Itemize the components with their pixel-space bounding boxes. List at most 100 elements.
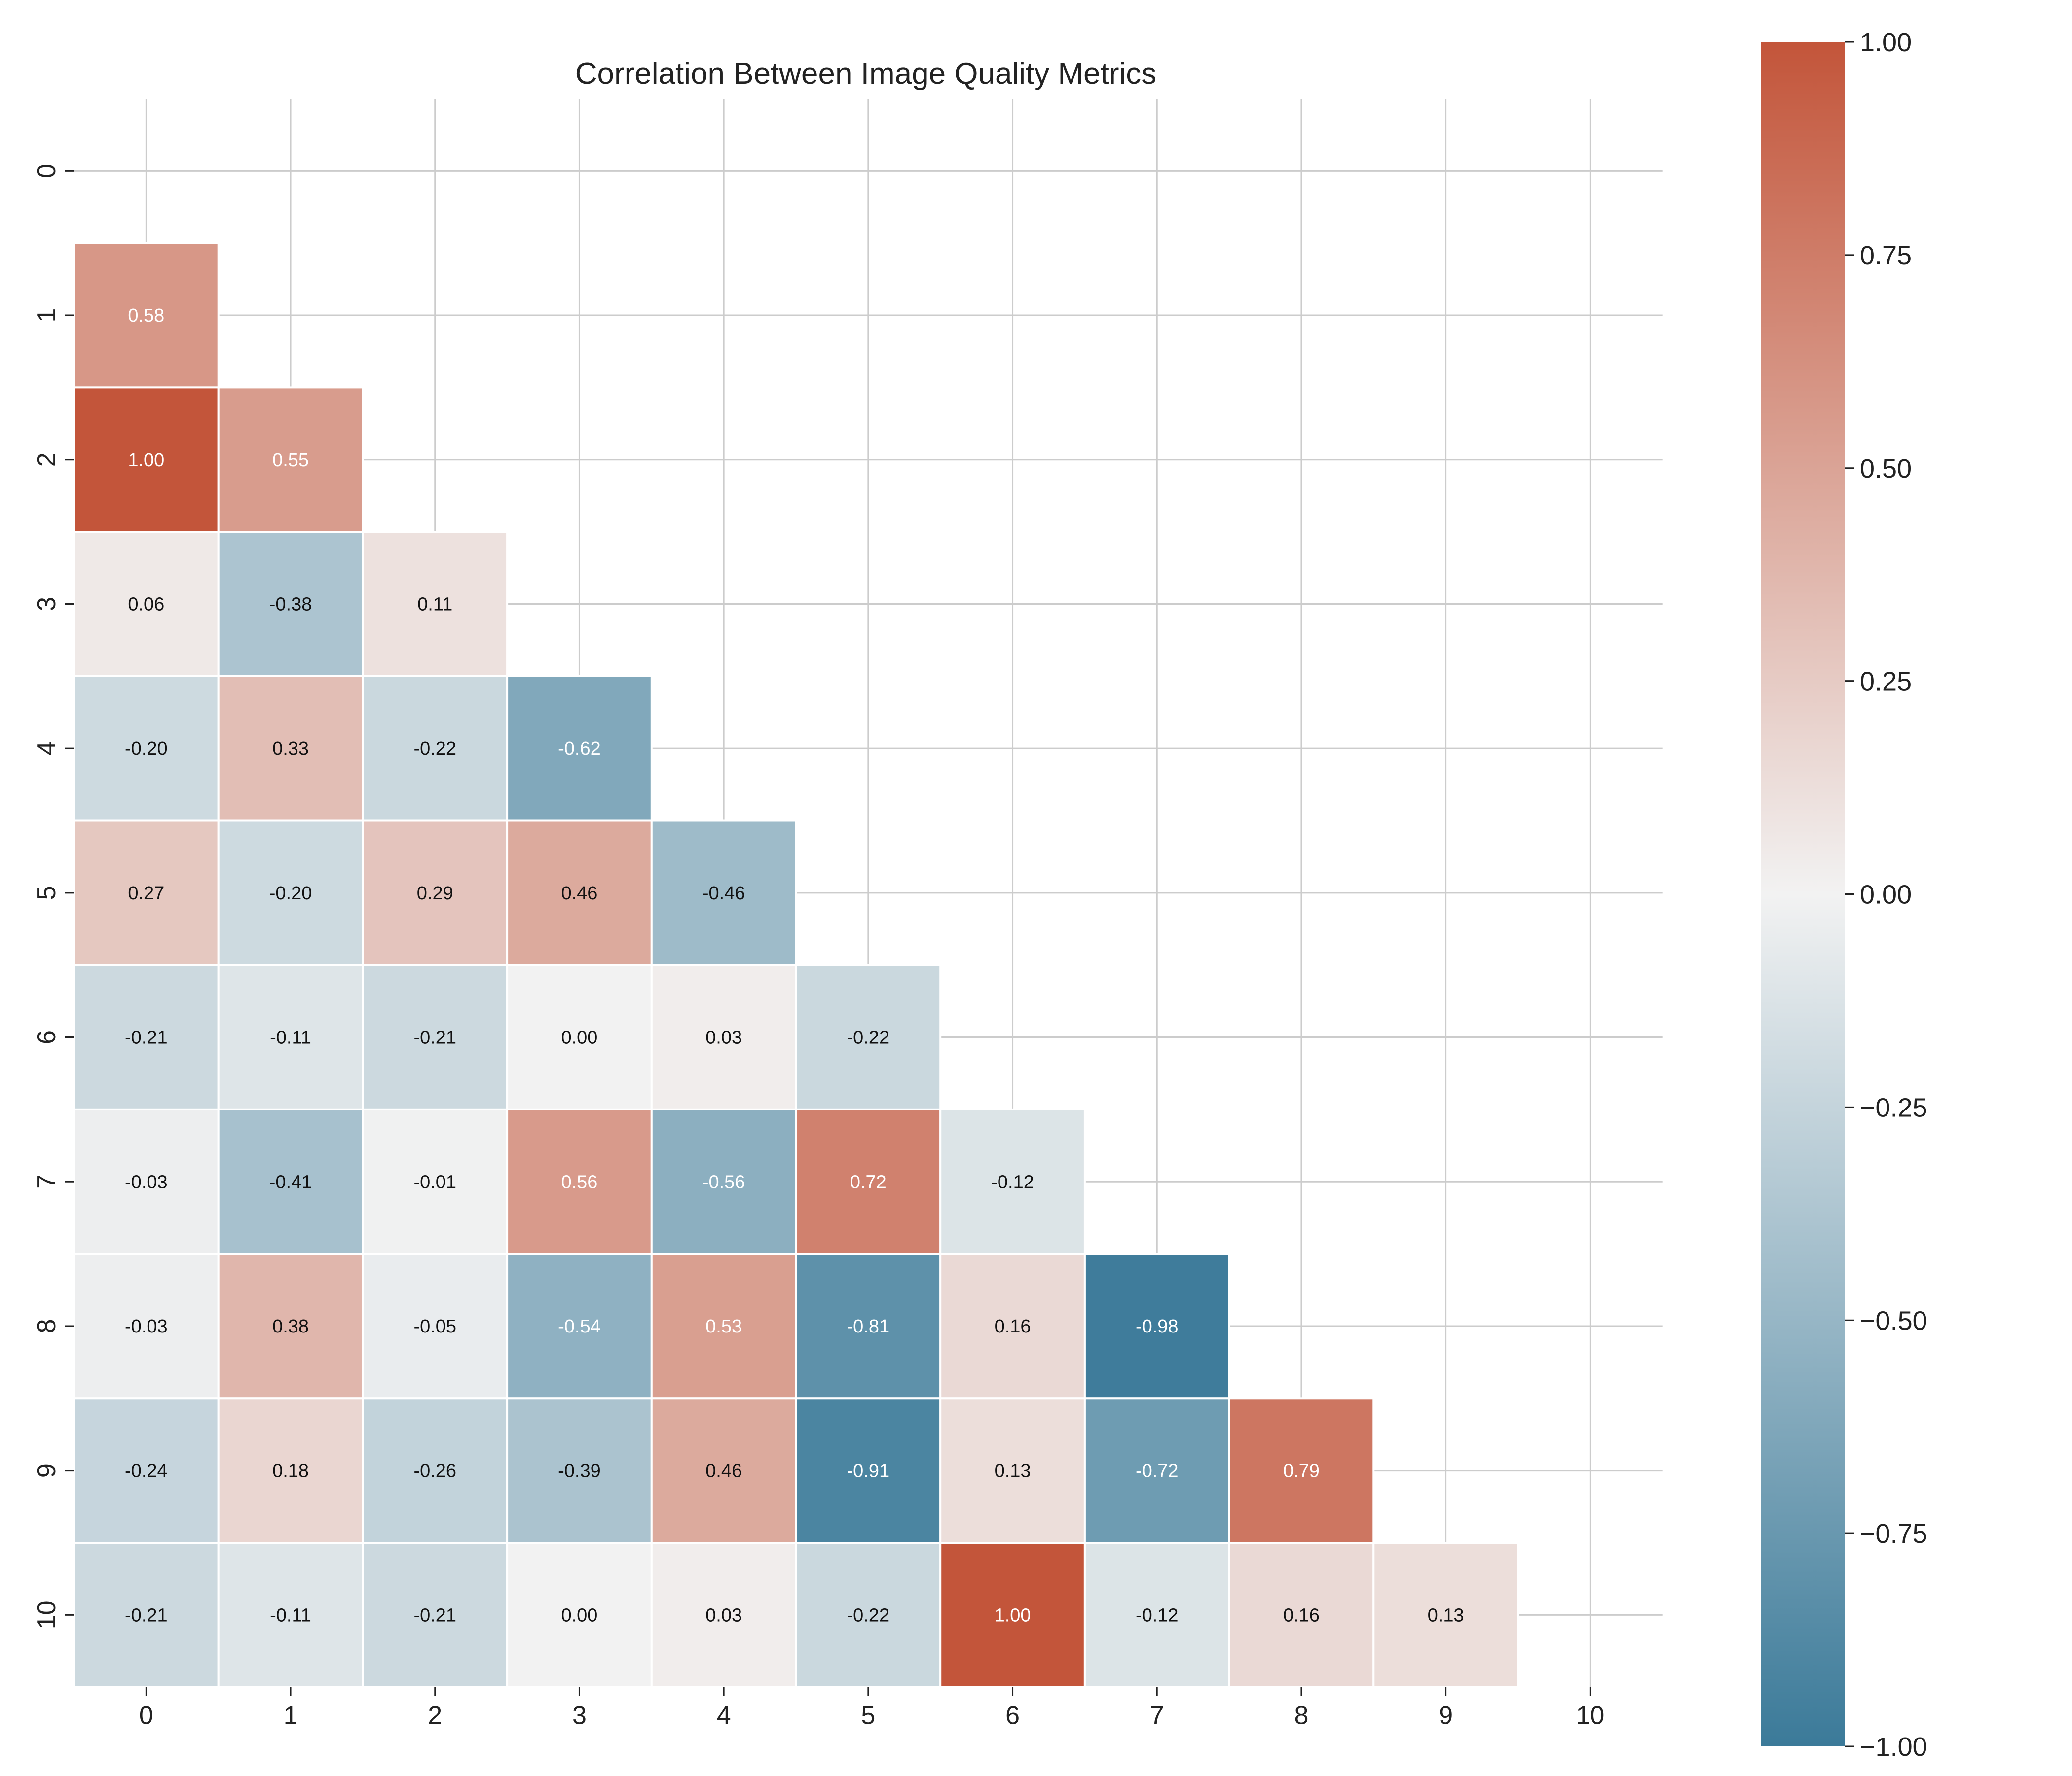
cell-value-label: 0.06 (128, 594, 164, 615)
heatmap-cell (506, 1542, 653, 1688)
cell-value-label: -0.03 (125, 1316, 168, 1337)
y-tick-label: 8 (33, 1319, 61, 1333)
heatmap-cell (795, 1397, 942, 1544)
cell-value-label: 0.00 (561, 1028, 597, 1048)
colorbar-tick-label: 0.00 (1860, 880, 1912, 910)
heatmap-cell (73, 1253, 220, 1400)
cell-value-label: 0.13 (1428, 1605, 1464, 1626)
y-tick-label: 2 (33, 452, 61, 467)
cell-value-label: 0.55 (272, 450, 309, 471)
x-tick-label: 0 (139, 1702, 153, 1730)
cell-value-label: 0.58 (128, 305, 164, 326)
cell-value-label: 0.33 (272, 739, 309, 759)
colorbar-tick-label: −0.75 (1860, 1519, 1927, 1549)
heatmap-cell (795, 1253, 942, 1400)
y-tick-label: 9 (33, 1463, 61, 1478)
y-axis-ticks: 0 1 2 3 4 5 6 7 8 9 10 (33, 164, 74, 1629)
cell-value-label: 1.00 (995, 1605, 1031, 1626)
heatmap-cell (1083, 1542, 1230, 1688)
x-tick-label: 8 (1294, 1702, 1308, 1730)
cell-value-label: -0.56 (703, 1172, 745, 1192)
cell-value-label: -0.54 (558, 1316, 601, 1337)
cell-value-label: -0.38 (269, 594, 312, 615)
cell-value-label: 0.29 (417, 883, 453, 904)
cell-value-label: -0.22 (847, 1028, 890, 1048)
cell-value-label: -0.98 (1136, 1316, 1179, 1337)
colorbar-tick-label: −1.00 (1860, 1732, 1927, 1762)
heatmap-cell (506, 819, 653, 966)
colorbar-tick-label: 0.50 (1860, 454, 1912, 483)
colorbar-tick-label: −0.50 (1860, 1306, 1927, 1335)
cell-value-label: 0.46 (705, 1461, 742, 1481)
cell-value-label: 0.03 (705, 1605, 742, 1626)
colorbar-tick-label: 0.25 (1860, 667, 1912, 697)
cell-value-label: -0.21 (413, 1605, 456, 1626)
heatmap-cell (217, 1542, 364, 1688)
cell-value-label: 0.18 (272, 1461, 309, 1481)
cell-value-label: -0.22 (847, 1605, 890, 1626)
cell-value-label: 0.00 (561, 1605, 597, 1626)
cell-value-label: -0.41 (269, 1172, 312, 1192)
y-tick-label: 7 (33, 1175, 61, 1189)
x-tick-label: 10 (1576, 1702, 1604, 1730)
heatmap-cell (506, 1108, 653, 1255)
x-tick-label: 3 (572, 1702, 587, 1730)
cell-value-label: -0.11 (270, 1028, 311, 1048)
cell-value-label: -0.12 (1136, 1605, 1179, 1626)
cell-value-label: 1.00 (128, 450, 164, 471)
cell-value-label: -0.12 (991, 1172, 1034, 1192)
y-tick-label: 0 (33, 164, 61, 178)
heatmap-cell (650, 964, 797, 1110)
heatmap-cell (1083, 1397, 1230, 1544)
x-tick-label: 7 (1150, 1702, 1164, 1730)
colorbar-tick-label: −0.25 (1860, 1093, 1927, 1122)
cell-value-label: -0.20 (125, 739, 168, 759)
y-tick-label: 4 (33, 741, 61, 756)
heatmap-cell (73, 964, 220, 1110)
heatmap-cell (939, 1397, 1086, 1544)
heatmap-cell (650, 1542, 797, 1688)
colorbar-tick-label: 0.75 (1860, 241, 1912, 270)
cell-value-label: 0.16 (995, 1316, 1031, 1337)
cell-value-label: -0.26 (413, 1461, 456, 1481)
heatmap-cell (650, 819, 797, 966)
heatmap-cell (362, 964, 509, 1110)
cell-value-label: -0.11 (270, 1605, 311, 1626)
heatmap-cell (1228, 1542, 1375, 1688)
cell-value-label: -0.72 (1136, 1461, 1179, 1481)
cell-value-label: -0.03 (125, 1172, 168, 1192)
heatmap-cell (1083, 1253, 1230, 1400)
heatmap-cell (362, 1542, 509, 1688)
x-tick-label: 6 (1005, 1702, 1020, 1730)
heatmap-cell (217, 531, 364, 677)
cell-value-label: -0.21 (413, 1028, 456, 1048)
cell-value-label: -0.01 (413, 1172, 456, 1192)
heatmap-cell (795, 964, 942, 1110)
heatmap-cell (795, 1542, 942, 1688)
cell-value-label: 0.27 (128, 883, 164, 904)
x-tick-label: 4 (717, 1702, 731, 1730)
y-tick-label: 3 (33, 597, 61, 611)
heatmap-cell (362, 531, 509, 677)
cell-value-label: -0.21 (125, 1605, 168, 1626)
heatmap-cell (506, 1253, 653, 1400)
cell-value-label: -0.81 (847, 1316, 890, 1337)
cell-value-label: -0.22 (413, 739, 456, 759)
cell-value-label: 0.46 (561, 883, 597, 904)
cell-value-label: -0.05 (413, 1316, 456, 1337)
cell-value-label: 0.16 (1283, 1605, 1320, 1626)
cell-value-label: 0.72 (850, 1172, 887, 1192)
heatmap-cell (1372, 1542, 1519, 1688)
heatmap-cell (650, 1108, 797, 1255)
cell-value-label: 0.38 (272, 1316, 309, 1337)
chart-title: Correlation Between Image Quality Metric… (575, 57, 1156, 91)
y-tick-label: 10 (33, 1600, 61, 1629)
cell-value-label: -0.21 (125, 1028, 168, 1048)
x-tick-label: 5 (861, 1702, 875, 1730)
heatmap-cells: 0.58 1.00 0.55 0.06 -0.38 0.11 -0.20 0.33 -0.22 -… (73, 242, 1519, 1688)
cell-value-label: 0.13 (995, 1461, 1031, 1481)
y-tick-label: 6 (33, 1030, 61, 1044)
cell-value-label: 0.03 (705, 1028, 742, 1048)
heatmap-cell (73, 531, 220, 677)
